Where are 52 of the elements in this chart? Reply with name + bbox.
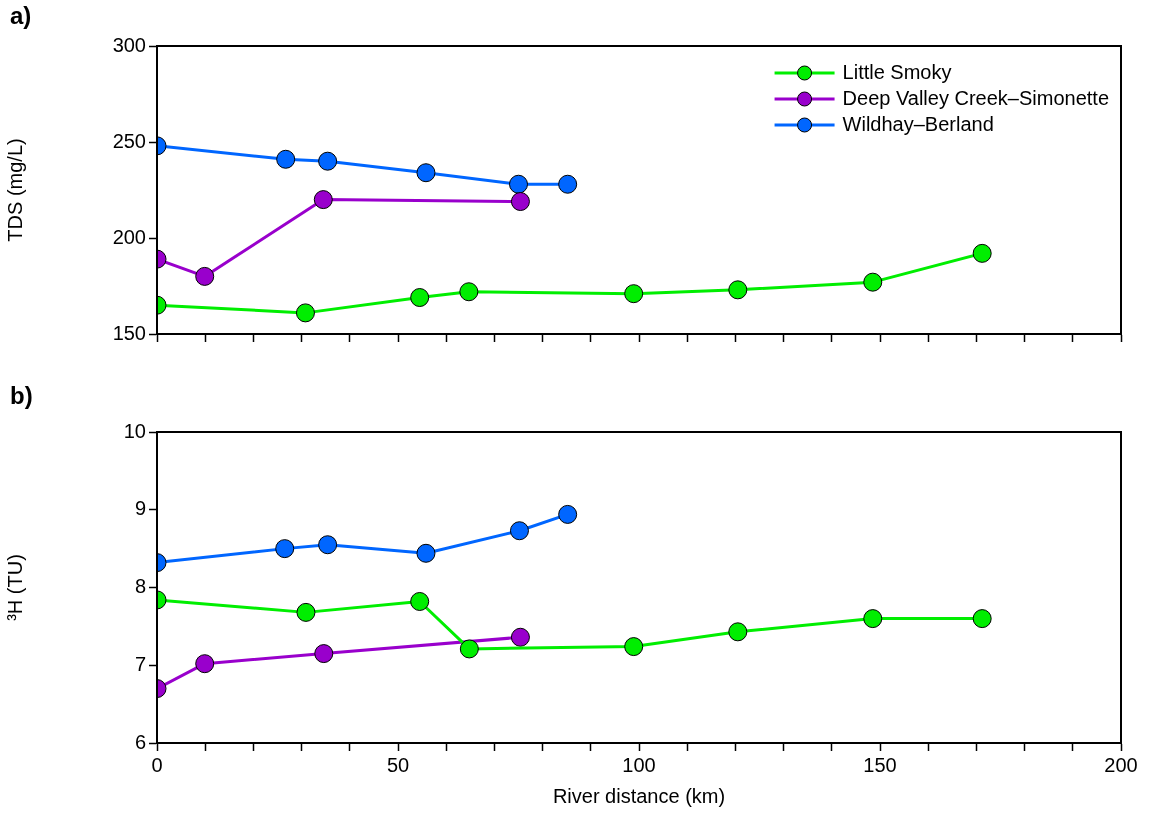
- point: [509, 521, 529, 541]
- legend-label: Little Smoky: [842, 60, 952, 83]
- chart-title: b): [10, 382, 33, 410]
- point: [459, 282, 479, 302]
- point: [416, 163, 436, 183]
- point: [195, 654, 215, 674]
- point: [195, 266, 215, 286]
- point: [313, 190, 333, 210]
- point: [728, 622, 748, 642]
- legend-label: Deep Valley Creek–Simonette: [842, 86, 1109, 109]
- x-tick-label: 100: [622, 753, 656, 776]
- y-tick-label: 150: [112, 321, 146, 344]
- y-tick-label: 9: [134, 497, 146, 520]
- y-axis-title: ³H (TU): [3, 554, 26, 621]
- point: [276, 149, 296, 169]
- x-tick-label: 200: [1104, 753, 1138, 776]
- point: [972, 609, 992, 629]
- point: [558, 174, 578, 194]
- y-tick-label: 250: [112, 129, 146, 152]
- point: [318, 151, 338, 171]
- legend-label: Wildhay–Berland: [842, 112, 994, 135]
- point: [863, 609, 883, 629]
- point: [410, 592, 430, 611]
- point: [275, 539, 295, 559]
- point: [624, 637, 644, 657]
- point: [972, 243, 992, 263]
- y-tick-label: 8: [134, 575, 146, 598]
- point: [510, 192, 530, 212]
- y-tick-label: 6: [134, 730, 146, 753]
- chart-title: a): [10, 2, 32, 30]
- x-tick-label: 50: [386, 753, 410, 776]
- y-axis-title: TDS (mg/L): [3, 138, 26, 242]
- point: [558, 504, 578, 524]
- y-tick-label: 300: [112, 33, 146, 56]
- point: [510, 627, 530, 647]
- x-tick-label: 0: [151, 753, 163, 776]
- point: [314, 644, 334, 664]
- point: [295, 303, 315, 323]
- point: [863, 272, 883, 292]
- y-tick-label: 7: [134, 652, 146, 675]
- y-tick-label: 200: [112, 225, 146, 248]
- point: [296, 602, 316, 622]
- point: [416, 543, 436, 563]
- y-tick-label: 10: [123, 419, 146, 442]
- x-tick-label: 150: [863, 753, 897, 776]
- x-axis-title: River distance (km): [552, 784, 726, 807]
- point: [459, 639, 479, 659]
- point: [318, 535, 338, 555]
- point: [410, 288, 430, 308]
- point: [624, 284, 644, 304]
- point: [728, 280, 748, 300]
- point: [509, 174, 528, 194]
